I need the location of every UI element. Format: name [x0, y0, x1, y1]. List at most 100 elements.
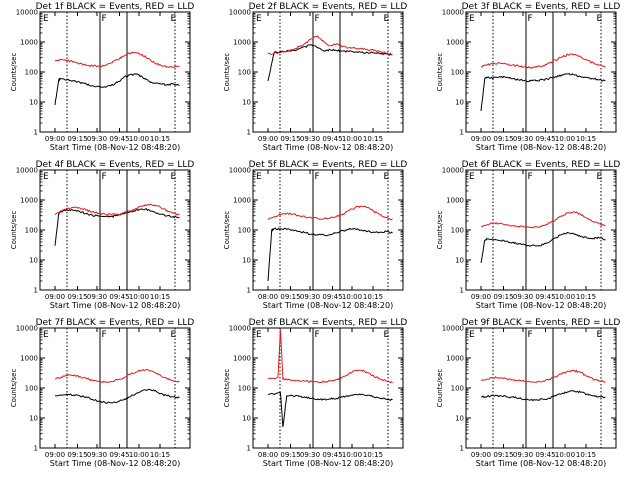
x-tick-label: 09:15 [493, 451, 513, 459]
y-tick-label: 10 [455, 99, 464, 107]
series-events-line [480, 231, 606, 263]
x-tick-label: 10:15 [576, 293, 596, 301]
y-tick-label: 1000 [20, 355, 38, 363]
x-tick-label: 10:00 [342, 135, 362, 143]
y-tick-label: 10000 [442, 325, 464, 333]
panel-title: Det 1f BLACK = Events, RED = LLD [36, 2, 195, 12]
y-tick-label: 100 [451, 227, 464, 235]
x-tick-label: 09:15 [280, 293, 300, 301]
y-tick-label: 100 [25, 69, 38, 77]
series-events-line [54, 73, 180, 105]
x-tick-label: 10:00 [555, 293, 575, 301]
y-axis-label: Counts/sec [436, 211, 444, 250]
interval-marker: F [315, 330, 320, 340]
x-tick-label: 09:00 [258, 135, 278, 143]
x-tick-label: 09:45 [535, 451, 555, 459]
series-events-line [55, 388, 180, 404]
x-tick-label: 09:00 [45, 135, 65, 143]
panel-title: Det 8f BLACK = Events, RED = LLD [249, 318, 408, 328]
panel-title: Det 2f BLACK = Events, RED = LLD [249, 2, 408, 12]
x-tick-label: 09:15 [493, 293, 513, 301]
y-tick-label: 1 [34, 287, 38, 295]
x-tick-label: 09:30 [300, 451, 320, 459]
x-tick-label: 09:45 [109, 451, 129, 459]
x-tick-label: 09:00 [471, 135, 491, 143]
series-events-line [267, 227, 393, 282]
x-axis-label: Start Time (08-Nov-12 08:48:20) [263, 143, 393, 152]
plot-frame [39, 11, 191, 133]
y-tick-label: 1 [247, 445, 251, 453]
series-events-line [267, 392, 393, 428]
panel-det-9: Det 9f BLACK = Events, RED = LLD 1 10 100 10… [436, 318, 620, 468]
y-tick-label: 1 [460, 445, 464, 453]
x-tick-label: 09:30 [300, 293, 320, 301]
y-axis-label: Counts/sec [223, 53, 231, 92]
y-axis-label: Counts/sec [436, 369, 444, 408]
panel-det-5: Det 5f BLACK = Events, RED = LLD 1 10 100 10… [223, 160, 407, 310]
y-tick-label: 1000 [446, 197, 464, 205]
interval-marker: E [469, 330, 475, 340]
x-tick-label: 09:15 [493, 135, 513, 143]
y-tick-label: 1000 [233, 39, 251, 47]
plot-frame [252, 327, 404, 449]
interval-marker: E [171, 330, 177, 340]
y-tick-label: 100 [451, 69, 464, 77]
y-axis-label: Counts/sec [10, 53, 18, 92]
x-tick-label: 09:00 [45, 293, 65, 301]
x-tick-label: 10:15 [363, 135, 383, 143]
y-tick-label: 10000 [229, 9, 251, 17]
x-tick-label: 09:45 [535, 293, 555, 301]
interval-marker: F [315, 172, 320, 182]
interval-marker: F [102, 14, 107, 24]
interval-marker: E [256, 14, 262, 24]
x-tick-label: 09:00 [471, 293, 491, 301]
x-tick-label: 09:45 [535, 135, 555, 143]
interval-marker: E [43, 172, 49, 182]
y-tick-label: 10000 [16, 325, 38, 333]
x-tick-label: 09:30 [513, 451, 533, 459]
interval-marker: F [102, 172, 107, 182]
x-tick-label: 10:15 [363, 293, 383, 301]
y-tick-label: 1 [460, 287, 464, 295]
interval-marker: F [528, 14, 533, 24]
y-tick-label: 1000 [233, 355, 251, 363]
x-axis-label: Start Time (08-Nov-12 08:48:20) [50, 301, 180, 310]
x-tick-label: 10:00 [129, 293, 149, 301]
y-tick-label: 10 [455, 415, 464, 423]
x-tick-label: 09:15 [67, 293, 87, 301]
y-tick-label: 10 [242, 257, 251, 265]
y-tick-label: 10000 [442, 9, 464, 17]
x-tick-label: 10:15 [150, 135, 170, 143]
interval-marker: E [597, 172, 603, 182]
y-tick-label: 1000 [446, 39, 464, 47]
x-tick-label: 10:15 [576, 135, 596, 143]
y-tick-label: 1000 [20, 197, 38, 205]
x-tick-label: 10:00 [342, 293, 362, 301]
x-tick-label: 08:00 [258, 451, 278, 459]
x-tick-label: 10:00 [129, 135, 149, 143]
panel-det-8: Det 8f BLACK = Events, RED = LLD 1 10 100 10… [223, 318, 407, 468]
interval-marker: E [171, 172, 177, 182]
x-tick-label: 09:15 [280, 135, 300, 143]
plot-frame [252, 169, 404, 291]
y-axis-label: Counts/sec [10, 369, 18, 408]
panel-det-4: Det 4f BLACK = Events, RED = LLD 1 10 100 10… [10, 160, 194, 310]
y-tick-label: 1000 [233, 197, 251, 205]
y-tick-label: 1 [34, 445, 38, 453]
panel-det-7: Det 7f BLACK = Events, RED = LLD 1 10 100 10… [10, 318, 194, 468]
panel-det-3: Det 3f BLACK = Events, RED = LLD 1 10 100 10… [436, 2, 620, 152]
series-lld-line [54, 368, 180, 383]
panel-title: Det 9f BLACK = Events, RED = LLD [462, 318, 621, 328]
x-tick-label: 09:15 [67, 135, 87, 143]
x-axis-label: Start Time (08-Nov-12 08:48:20) [476, 459, 606, 468]
y-tick-label: 100 [238, 385, 251, 393]
plot-frame [39, 327, 191, 449]
panel-det-6: Det 6f BLACK = Events, RED = LLD 1 10 100 10… [436, 160, 620, 310]
plot-frame [39, 169, 191, 291]
panel-det-1: Det 1f BLACK = Events, RED = LLD 1 10 100 10… [10, 2, 194, 152]
y-tick-label: 10 [29, 415, 38, 423]
x-tick-label: 09:45 [322, 135, 342, 143]
y-tick-label: 100 [238, 227, 251, 235]
x-axis-label: Start Time (08-Nov-12 08:48:20) [263, 459, 393, 468]
series-events-line [480, 389, 606, 402]
